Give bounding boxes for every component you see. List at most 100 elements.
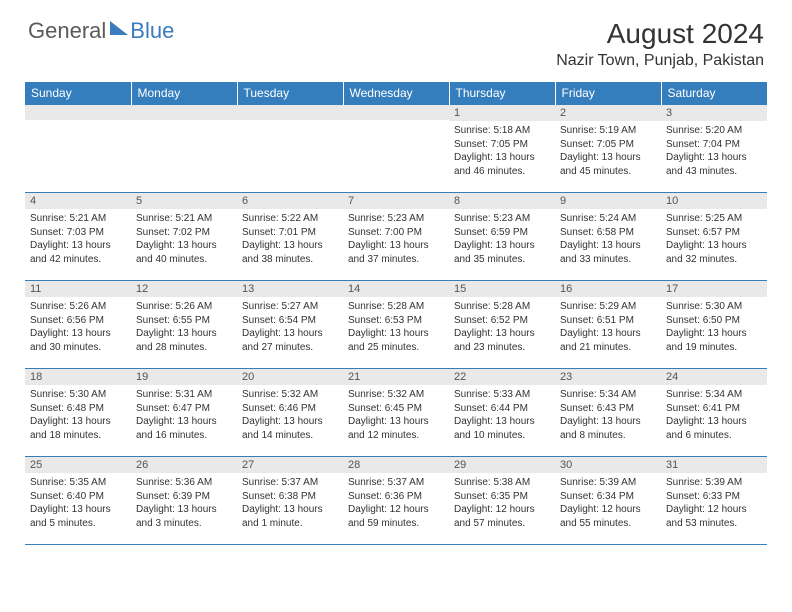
day-details: Sunrise: 5:37 AMSunset: 6:36 PMDaylight:… <box>343 473 449 532</box>
daylight-text: Daylight: 13 hours and 25 minutes. <box>348 327 444 354</box>
sunrise-text: Sunrise: 5:35 AM <box>30 476 126 490</box>
col-saturday: Saturday <box>661 82 767 105</box>
sunrise-text: Sunrise: 5:34 AM <box>560 388 656 402</box>
day-number: 30 <box>555 457 661 473</box>
daylight-text: Daylight: 13 hours and 32 minutes. <box>666 239 762 266</box>
page-header: General Blue August 2024 Nazir Town, Pun… <box>0 0 792 78</box>
day-number: 28 <box>343 457 449 473</box>
day-number: 29 <box>449 457 555 473</box>
calendar-week-row: 1Sunrise: 5:18 AMSunset: 7:05 PMDaylight… <box>25 105 767 193</box>
sunset-text: Sunset: 6:38 PM <box>242 490 338 504</box>
calendar-week-row: 25Sunrise: 5:35 AMSunset: 6:40 PMDayligh… <box>25 457 767 545</box>
day-number: 2 <box>555 105 661 121</box>
day-number: 26 <box>131 457 237 473</box>
sunset-text: Sunset: 6:48 PM <box>30 402 126 416</box>
calendar-day-cell: 23Sunrise: 5:34 AMSunset: 6:43 PMDayligh… <box>555 369 661 457</box>
day-number: 15 <box>449 281 555 297</box>
sunrise-text: Sunrise: 5:21 AM <box>30 212 126 226</box>
sunset-text: Sunset: 6:57 PM <box>666 226 762 240</box>
calendar-day-cell: 22Sunrise: 5:33 AMSunset: 6:44 PMDayligh… <box>449 369 555 457</box>
sunset-text: Sunset: 6:33 PM <box>666 490 762 504</box>
sunrise-text: Sunrise: 5:29 AM <box>560 300 656 314</box>
daylight-text: Daylight: 13 hours and 8 minutes. <box>560 415 656 442</box>
calendar-day-cell: 6Sunrise: 5:22 AMSunset: 7:01 PMDaylight… <box>237 193 343 281</box>
sunset-text: Sunset: 6:58 PM <box>560 226 656 240</box>
calendar-week-row: 18Sunrise: 5:30 AMSunset: 6:48 PMDayligh… <box>25 369 767 457</box>
day-number: 31 <box>661 457 767 473</box>
daylight-text: Daylight: 13 hours and 6 minutes. <box>666 415 762 442</box>
sunset-text: Sunset: 6:54 PM <box>242 314 338 328</box>
day-details: Sunrise: 5:39 AMSunset: 6:34 PMDaylight:… <box>555 473 661 532</box>
logo-triangle-icon <box>110 21 128 35</box>
calendar-day-cell: 20Sunrise: 5:32 AMSunset: 6:46 PMDayligh… <box>237 369 343 457</box>
daylight-text: Daylight: 13 hours and 16 minutes. <box>136 415 232 442</box>
calendar-table: Sunday Monday Tuesday Wednesday Thursday… <box>25 82 767 545</box>
sunrise-text: Sunrise: 5:19 AM <box>560 124 656 138</box>
day-number: 20 <box>237 369 343 385</box>
day-number: 5 <box>131 193 237 209</box>
calendar-day-cell: 25Sunrise: 5:35 AMSunset: 6:40 PMDayligh… <box>25 457 131 545</box>
sunset-text: Sunset: 6:46 PM <box>242 402 338 416</box>
day-number: 7 <box>343 193 449 209</box>
sunrise-text: Sunrise: 5:39 AM <box>560 476 656 490</box>
day-details <box>25 120 131 170</box>
location-text: Nazir Town, Punjab, Pakistan <box>556 52 764 70</box>
sunrise-text: Sunrise: 5:32 AM <box>348 388 444 402</box>
sunset-text: Sunset: 6:50 PM <box>666 314 762 328</box>
day-number: 12 <box>131 281 237 297</box>
day-details: Sunrise: 5:26 AMSunset: 6:55 PMDaylight:… <box>131 297 237 356</box>
daylight-text: Daylight: 13 hours and 33 minutes. <box>560 239 656 266</box>
col-sunday: Sunday <box>25 82 131 105</box>
day-number <box>131 105 237 120</box>
calendar-day-cell: 29Sunrise: 5:38 AMSunset: 6:35 PMDayligh… <box>449 457 555 545</box>
calendar-day-cell: 14Sunrise: 5:28 AMSunset: 6:53 PMDayligh… <box>343 281 449 369</box>
day-details: Sunrise: 5:35 AMSunset: 6:40 PMDaylight:… <box>25 473 131 532</box>
day-number: 25 <box>25 457 131 473</box>
sunrise-text: Sunrise: 5:18 AM <box>454 124 550 138</box>
sunset-text: Sunset: 6:53 PM <box>348 314 444 328</box>
daylight-text: Daylight: 12 hours and 59 minutes. <box>348 503 444 530</box>
day-number: 8 <box>449 193 555 209</box>
sunrise-text: Sunrise: 5:22 AM <box>242 212 338 226</box>
sunrise-text: Sunrise: 5:37 AM <box>348 476 444 490</box>
month-title: August 2024 <box>556 18 764 50</box>
daylight-text: Daylight: 13 hours and 3 minutes. <box>136 503 232 530</box>
sunset-text: Sunset: 6:41 PM <box>666 402 762 416</box>
sunrise-text: Sunrise: 5:32 AM <box>242 388 338 402</box>
calendar-day-cell: 4Sunrise: 5:21 AMSunset: 7:03 PMDaylight… <box>25 193 131 281</box>
sunrise-text: Sunrise: 5:30 AM <box>666 300 762 314</box>
calendar-day-cell <box>25 105 131 193</box>
sunrise-text: Sunrise: 5:26 AM <box>136 300 232 314</box>
daylight-text: Daylight: 13 hours and 12 minutes. <box>348 415 444 442</box>
sunrise-text: Sunrise: 5:23 AM <box>348 212 444 226</box>
day-details: Sunrise: 5:18 AMSunset: 7:05 PMDaylight:… <box>449 121 555 180</box>
sunrise-text: Sunrise: 5:38 AM <box>454 476 550 490</box>
day-number: 3 <box>661 105 767 121</box>
day-number: 16 <box>555 281 661 297</box>
sunset-text: Sunset: 6:59 PM <box>454 226 550 240</box>
title-block: August 2024 Nazir Town, Punjab, Pakistan <box>556 18 764 70</box>
calendar-day-cell: 15Sunrise: 5:28 AMSunset: 6:52 PMDayligh… <box>449 281 555 369</box>
sunset-text: Sunset: 6:52 PM <box>454 314 550 328</box>
sunset-text: Sunset: 7:05 PM <box>454 138 550 152</box>
day-number <box>237 105 343 120</box>
day-details: Sunrise: 5:38 AMSunset: 6:35 PMDaylight:… <box>449 473 555 532</box>
calendar-day-cell: 18Sunrise: 5:30 AMSunset: 6:48 PMDayligh… <box>25 369 131 457</box>
col-monday: Monday <box>131 82 237 105</box>
day-details: Sunrise: 5:31 AMSunset: 6:47 PMDaylight:… <box>131 385 237 444</box>
day-details: Sunrise: 5:32 AMSunset: 6:46 PMDaylight:… <box>237 385 343 444</box>
day-number: 17 <box>661 281 767 297</box>
sunset-text: Sunset: 7:03 PM <box>30 226 126 240</box>
calendar-day-cell: 30Sunrise: 5:39 AMSunset: 6:34 PMDayligh… <box>555 457 661 545</box>
day-details: Sunrise: 5:37 AMSunset: 6:38 PMDaylight:… <box>237 473 343 532</box>
day-details <box>237 120 343 170</box>
calendar-day-cell <box>237 105 343 193</box>
logo: General Blue <box>28 18 174 44</box>
calendar-day-cell: 13Sunrise: 5:27 AMSunset: 6:54 PMDayligh… <box>237 281 343 369</box>
logo-text-blue: Blue <box>130 18 174 44</box>
calendar-day-cell: 17Sunrise: 5:30 AMSunset: 6:50 PMDayligh… <box>661 281 767 369</box>
logo-text-general: General <box>28 18 106 44</box>
sunrise-text: Sunrise: 5:28 AM <box>454 300 550 314</box>
sunrise-text: Sunrise: 5:28 AM <box>348 300 444 314</box>
day-details: Sunrise: 5:19 AMSunset: 7:05 PMDaylight:… <box>555 121 661 180</box>
